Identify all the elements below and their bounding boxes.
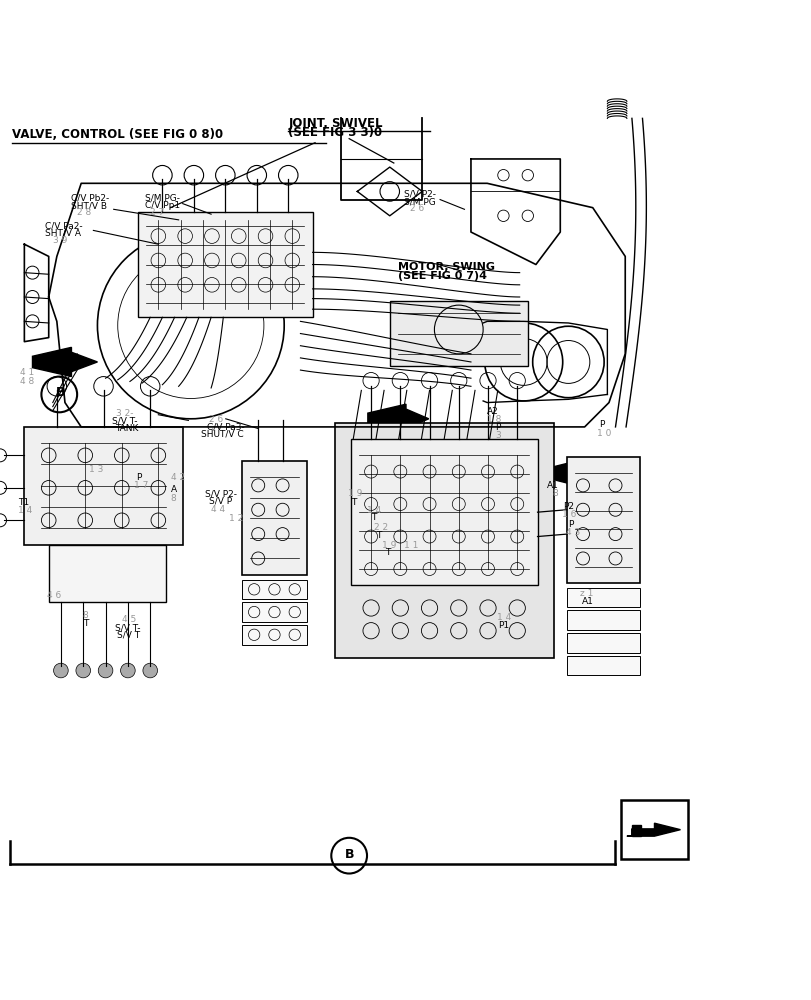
Text: S/M PG-: S/M PG-	[144, 194, 179, 203]
Circle shape	[98, 663, 113, 678]
Text: P: P	[495, 423, 500, 432]
FancyBboxPatch shape	[242, 625, 307, 645]
Text: 8: 8	[170, 494, 176, 503]
FancyBboxPatch shape	[620, 800, 687, 859]
FancyBboxPatch shape	[138, 212, 312, 317]
Text: 1 7: 1 7	[134, 481, 148, 490]
Text: S/V T: S/V T	[117, 631, 139, 640]
Text: A1: A1	[581, 597, 594, 606]
Text: 1 9: 1 9	[347, 489, 362, 498]
Text: 4 6: 4 6	[47, 591, 62, 600]
FancyBboxPatch shape	[566, 633, 639, 653]
Polygon shape	[32, 347, 97, 377]
Text: S/M PG: S/M PG	[404, 197, 436, 206]
Text: C/V Pa3-: C/V Pa3-	[207, 422, 244, 431]
Text: S/V P2-: S/V P2-	[404, 190, 436, 199]
FancyBboxPatch shape	[350, 439, 537, 585]
Text: 1 4: 1 4	[18, 506, 32, 515]
Text: T1: T1	[18, 498, 29, 507]
Text: C/V Pb2-: C/V Pb2-	[71, 194, 109, 203]
Text: C/V Pa2-: C/V Pa2-	[45, 221, 82, 230]
FancyBboxPatch shape	[49, 545, 166, 601]
Text: S/V T-: S/V T-	[112, 416, 137, 425]
Text: 2 8: 2 8	[77, 208, 92, 217]
FancyBboxPatch shape	[566, 457, 639, 583]
Text: 1 6: 1 6	[561, 510, 576, 519]
Circle shape	[120, 663, 135, 678]
Text: 1 9: 1 9	[381, 541, 396, 550]
Text: 4 3: 4 3	[565, 528, 580, 537]
Text: 3: 3	[495, 431, 500, 440]
Text: T: T	[371, 513, 376, 522]
Polygon shape	[550, 459, 608, 488]
Text: 4 1: 4 1	[20, 368, 35, 377]
Text: (SEE FIG 3 3)0: (SEE FIG 3 3)0	[288, 126, 382, 139]
Text: (SEE FIG 0 7)4: (SEE FIG 0 7)4	[397, 271, 487, 281]
Text: 2 7: 2 7	[150, 208, 165, 217]
Text: 1 0: 1 0	[596, 429, 611, 438]
Polygon shape	[367, 404, 428, 433]
Text: P1: P1	[498, 621, 509, 630]
FancyBboxPatch shape	[566, 610, 639, 630]
Text: 2 2: 2 2	[373, 523, 387, 532]
Text: JOINT, SWIVEL: JOINT, SWIVEL	[288, 117, 382, 130]
Circle shape	[54, 663, 68, 678]
Text: 4 4: 4 4	[211, 505, 225, 514]
Text: 4 5: 4 5	[122, 615, 136, 624]
FancyBboxPatch shape	[242, 580, 307, 599]
Text: 2 6: 2 6	[410, 204, 424, 213]
Text: 8: 8	[83, 611, 88, 620]
Text: S/V T-: S/V T-	[115, 623, 140, 632]
Polygon shape	[631, 825, 641, 836]
Polygon shape	[626, 823, 680, 836]
Circle shape	[143, 663, 157, 678]
Polygon shape	[247, 490, 298, 519]
Text: SHT/V B: SHT/V B	[71, 201, 107, 210]
Text: SHT/V A: SHT/V A	[45, 229, 80, 238]
FancyBboxPatch shape	[24, 427, 182, 545]
Text: P2: P2	[563, 502, 574, 511]
Text: z 1: z 1	[579, 589, 592, 598]
Text: 2 6: 2 6	[209, 415, 224, 424]
Text: B: B	[344, 848, 354, 861]
Text: VALVE, CONTROL (SEE FIG 0 8)0: VALVE, CONTROL (SEE FIG 0 8)0	[12, 128, 223, 141]
Circle shape	[75, 663, 90, 678]
Text: 3 9: 3 9	[53, 236, 67, 245]
Text: T: T	[350, 498, 356, 507]
FancyBboxPatch shape	[389, 301, 527, 366]
Text: S/V P2-: S/V P2-	[204, 489, 236, 498]
Text: B: B	[56, 386, 66, 399]
Text: T: T	[375, 531, 381, 540]
Text: A1: A1	[547, 481, 559, 490]
FancyBboxPatch shape	[242, 461, 307, 575]
Text: SHUT/V C: SHUT/V C	[201, 429, 243, 438]
Text: 1 8: 1 8	[487, 415, 501, 424]
Text: T: T	[83, 619, 88, 628]
Text: T: T	[384, 548, 390, 557]
Text: P: P	[568, 520, 573, 529]
Text: 4 8: 4 8	[20, 377, 35, 386]
Text: S/V P: S/V P	[208, 497, 231, 506]
Text: 4 2: 4 2	[170, 473, 184, 482]
Text: P: P	[136, 473, 142, 482]
FancyBboxPatch shape	[242, 602, 307, 622]
FancyBboxPatch shape	[566, 588, 639, 607]
FancyBboxPatch shape	[334, 423, 553, 658]
Text: 3 2-: 3 2-	[116, 409, 134, 418]
Text: A2: A2	[487, 407, 498, 416]
FancyBboxPatch shape	[566, 656, 639, 675]
Text: 1 3: 1 3	[89, 465, 104, 474]
Text: MOTOR, SWING: MOTOR, SWING	[397, 262, 494, 272]
Text: 1 2: 1 2	[229, 514, 243, 523]
Text: A: A	[170, 485, 177, 494]
Text: 1 1: 1 1	[403, 541, 418, 550]
Text: 1 4: 1 4	[367, 506, 381, 515]
Text: P: P	[599, 420, 604, 429]
Text: 8: 8	[551, 489, 557, 498]
Text: TANK: TANK	[115, 424, 139, 433]
Text: C/V Pp1: C/V Pp1	[144, 201, 179, 210]
Text: 1 4: 1 4	[496, 613, 511, 622]
